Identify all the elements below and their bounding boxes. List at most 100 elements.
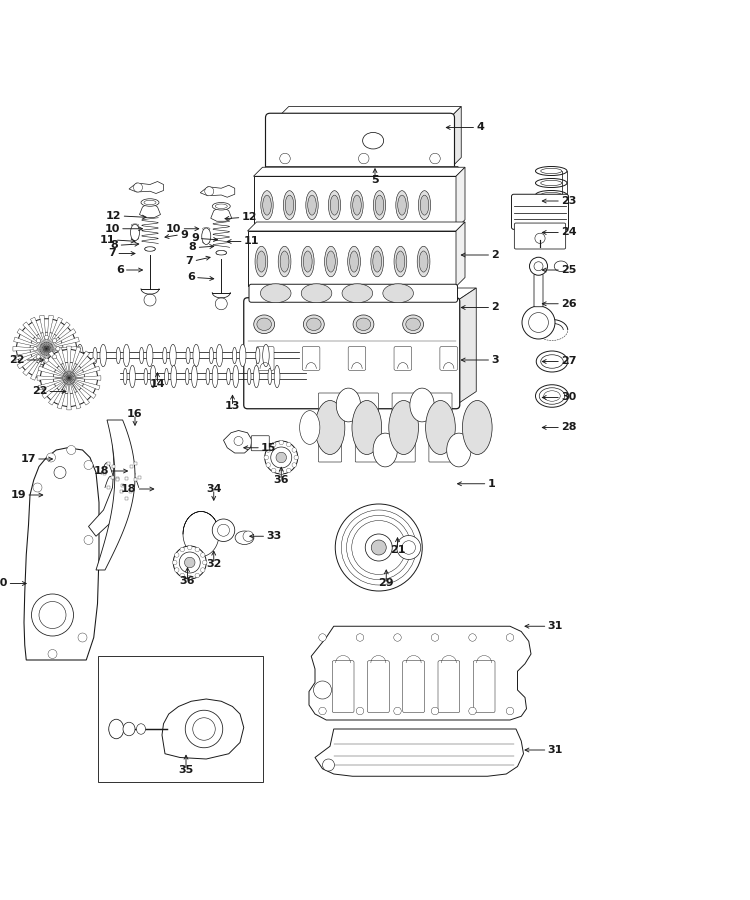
Circle shape: [188, 545, 192, 550]
Ellipse shape: [144, 368, 148, 385]
Bar: [125, 477, 128, 480]
FancyBboxPatch shape: [392, 393, 416, 417]
Ellipse shape: [257, 318, 272, 330]
Text: 7: 7: [186, 256, 194, 266]
Wedge shape: [17, 328, 46, 348]
Ellipse shape: [373, 251, 382, 272]
Circle shape: [243, 531, 254, 542]
Circle shape: [292, 463, 296, 467]
Polygon shape: [309, 626, 531, 720]
Circle shape: [48, 650, 57, 659]
Circle shape: [286, 442, 291, 446]
Wedge shape: [69, 366, 100, 378]
FancyBboxPatch shape: [244, 298, 460, 409]
Ellipse shape: [206, 368, 210, 385]
Ellipse shape: [375, 195, 384, 215]
Text: 2: 2: [491, 302, 499, 312]
Ellipse shape: [285, 195, 294, 215]
Circle shape: [44, 358, 49, 362]
Circle shape: [272, 468, 276, 472]
Circle shape: [32, 594, 74, 636]
Wedge shape: [46, 322, 70, 348]
Wedge shape: [49, 351, 69, 378]
Polygon shape: [248, 222, 465, 231]
Circle shape: [175, 568, 179, 572]
Ellipse shape: [165, 368, 168, 385]
Wedge shape: [69, 378, 96, 399]
Ellipse shape: [398, 195, 406, 215]
Ellipse shape: [410, 388, 434, 422]
Polygon shape: [248, 231, 456, 286]
Ellipse shape: [100, 344, 106, 367]
Ellipse shape: [123, 722, 135, 736]
Text: 15: 15: [261, 443, 276, 453]
Ellipse shape: [363, 132, 383, 148]
Circle shape: [341, 510, 416, 585]
Text: 18: 18: [121, 484, 136, 494]
Circle shape: [195, 573, 200, 578]
Wedge shape: [13, 348, 46, 360]
Ellipse shape: [262, 344, 269, 367]
Circle shape: [185, 710, 223, 748]
Text: 31: 31: [548, 745, 562, 755]
Circle shape: [534, 262, 543, 271]
Ellipse shape: [236, 531, 254, 544]
Circle shape: [529, 312, 548, 332]
Ellipse shape: [326, 251, 335, 272]
Text: 6: 6: [188, 273, 195, 283]
Wedge shape: [46, 346, 80, 351]
Text: 20: 20: [0, 579, 8, 589]
Text: 7: 7: [109, 248, 116, 258]
Circle shape: [78, 633, 87, 642]
Ellipse shape: [171, 365, 177, 388]
Wedge shape: [38, 366, 69, 378]
Circle shape: [431, 634, 439, 641]
Circle shape: [356, 634, 364, 641]
Bar: [124, 497, 128, 500]
Wedge shape: [31, 318, 46, 348]
Wedge shape: [37, 376, 69, 380]
Circle shape: [314, 681, 332, 699]
Ellipse shape: [302, 284, 332, 302]
Ellipse shape: [351, 191, 363, 220]
Ellipse shape: [255, 247, 268, 277]
Ellipse shape: [352, 400, 382, 454]
Circle shape: [335, 504, 422, 591]
Bar: [107, 462, 110, 465]
Polygon shape: [248, 288, 476, 302]
Polygon shape: [450, 106, 461, 168]
Polygon shape: [88, 435, 129, 536]
Circle shape: [46, 453, 56, 462]
Text: 36: 36: [274, 475, 289, 485]
Circle shape: [352, 520, 406, 574]
FancyBboxPatch shape: [251, 436, 269, 451]
Wedge shape: [46, 348, 76, 369]
Bar: [134, 462, 137, 465]
Circle shape: [16, 319, 76, 379]
Circle shape: [522, 306, 555, 339]
Circle shape: [271, 447, 292, 468]
Text: 6: 6: [116, 265, 124, 275]
Circle shape: [54, 466, 66, 479]
Text: 3: 3: [491, 355, 499, 365]
Ellipse shape: [370, 247, 383, 277]
Circle shape: [44, 335, 49, 339]
Polygon shape: [211, 208, 232, 221]
Ellipse shape: [284, 191, 296, 220]
Text: 9: 9: [190, 233, 199, 244]
FancyBboxPatch shape: [534, 274, 543, 307]
Circle shape: [394, 634, 401, 641]
Polygon shape: [24, 447, 99, 660]
Wedge shape: [40, 348, 46, 382]
Polygon shape: [200, 185, 235, 197]
Ellipse shape: [257, 251, 265, 272]
Text: 30: 30: [561, 392, 576, 402]
Wedge shape: [46, 338, 80, 348]
Ellipse shape: [232, 347, 237, 364]
FancyBboxPatch shape: [319, 393, 341, 417]
FancyBboxPatch shape: [392, 438, 416, 462]
Wedge shape: [13, 338, 46, 348]
Ellipse shape: [388, 400, 418, 454]
Text: 9: 9: [180, 230, 188, 239]
Circle shape: [397, 536, 421, 560]
